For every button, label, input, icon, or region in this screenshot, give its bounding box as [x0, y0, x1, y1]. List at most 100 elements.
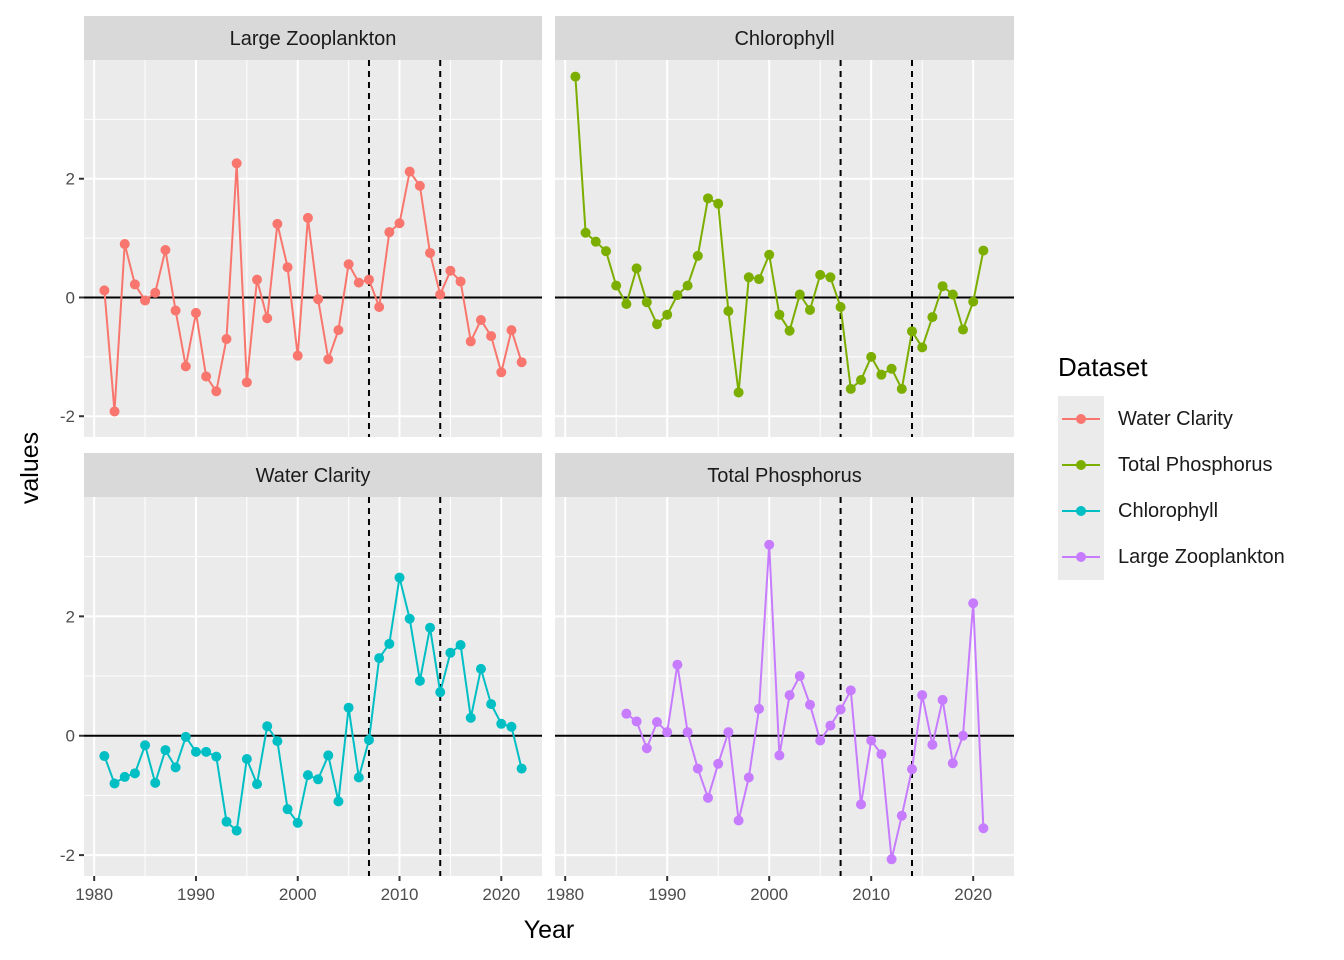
data-point	[713, 198, 724, 209]
x-tick-label: 2000	[279, 885, 317, 904]
data-point	[764, 249, 775, 260]
data-point	[764, 539, 775, 550]
data-point	[927, 739, 938, 750]
data-point	[743, 772, 754, 783]
data-point	[907, 764, 917, 775]
facet-title: Total Phosphorus	[707, 465, 862, 487]
legend-key	[1058, 442, 1104, 488]
data-point	[672, 290, 683, 301]
data-point	[876, 749, 887, 760]
legend-label: Chlorophyll	[1118, 499, 1219, 522]
data-point	[570, 71, 581, 82]
data-point	[445, 265, 456, 276]
data-point	[425, 622, 436, 633]
legend-key	[1058, 488, 1104, 534]
panel-background	[84, 497, 542, 876]
data-point	[805, 304, 815, 315]
data-point	[682, 280, 693, 291]
data-point	[713, 758, 724, 769]
data-point	[475, 315, 486, 326]
data-point	[486, 699, 497, 710]
data-point	[414, 675, 425, 686]
data-point	[896, 383, 907, 394]
data-point	[292, 817, 303, 828]
data-point	[856, 799, 866, 810]
x-tick-label: 1980	[546, 885, 584, 904]
data-point	[231, 158, 242, 169]
data-point	[282, 262, 293, 273]
data-point	[621, 299, 632, 310]
data-point	[754, 274, 764, 285]
data-point	[363, 734, 374, 745]
y-tick-label: 2	[66, 170, 75, 189]
data-point	[692, 250, 703, 261]
data-point	[652, 717, 662, 728]
data-point	[129, 279, 140, 290]
data-point	[743, 272, 754, 283]
data-point	[866, 351, 877, 362]
data-point	[313, 294, 324, 305]
data-point	[580, 227, 591, 238]
legend-label: Total Phosphorus	[1118, 453, 1273, 476]
data-point	[917, 690, 928, 701]
data-point	[631, 716, 642, 727]
data-point	[241, 754, 252, 765]
data-point	[353, 772, 364, 783]
x-tick-label: 1980	[75, 885, 113, 904]
data-point	[978, 245, 989, 256]
data-point	[774, 309, 785, 320]
data-point	[907, 326, 917, 337]
data-point	[99, 751, 110, 762]
data-point	[835, 301, 846, 312]
data-point	[641, 743, 652, 754]
data-point	[201, 746, 212, 757]
data-point	[425, 247, 436, 258]
data-point	[384, 638, 395, 649]
legend-title: Dataset	[1058, 352, 1148, 382]
data-point	[774, 750, 785, 761]
data-point	[150, 777, 161, 788]
data-point	[754, 703, 764, 714]
data-point	[703, 792, 713, 803]
data-point	[947, 289, 958, 300]
data-point	[845, 685, 856, 696]
data-point	[180, 361, 191, 372]
data-point	[252, 274, 263, 285]
panel-background	[84, 60, 542, 437]
data-point	[455, 276, 466, 287]
data-point	[784, 325, 795, 336]
data-point	[611, 280, 622, 291]
data-point	[876, 369, 887, 380]
data-point	[723, 727, 734, 738]
data-point	[119, 771, 130, 782]
data-point	[733, 387, 744, 398]
data-point	[968, 296, 979, 307]
data-point	[845, 383, 856, 394]
data-point	[221, 334, 232, 345]
data-point	[140, 295, 151, 306]
y-axis-title: values	[16, 432, 44, 504]
data-point	[631, 263, 642, 274]
data-point	[815, 735, 826, 746]
data-point	[662, 727, 673, 738]
legend-label: Water Clarity	[1118, 407, 1233, 430]
y-tick-label: 2	[66, 607, 75, 626]
data-point	[119, 239, 130, 250]
data-point	[313, 774, 324, 785]
data-point	[682, 727, 693, 738]
panel-background	[555, 497, 1014, 876]
data-point	[170, 762, 181, 773]
data-point	[262, 313, 273, 324]
data-point	[435, 687, 446, 698]
data-point	[231, 825, 242, 836]
data-point	[272, 218, 283, 229]
data-point	[465, 336, 476, 347]
data-point	[825, 272, 836, 283]
y-tick-label: 0	[66, 288, 75, 307]
data-point	[404, 166, 415, 177]
x-tick-label: 2020	[954, 885, 992, 904]
data-point	[211, 751, 222, 762]
data-point	[917, 342, 928, 353]
x-tick-label: 2000	[750, 885, 788, 904]
data-point	[221, 816, 232, 827]
